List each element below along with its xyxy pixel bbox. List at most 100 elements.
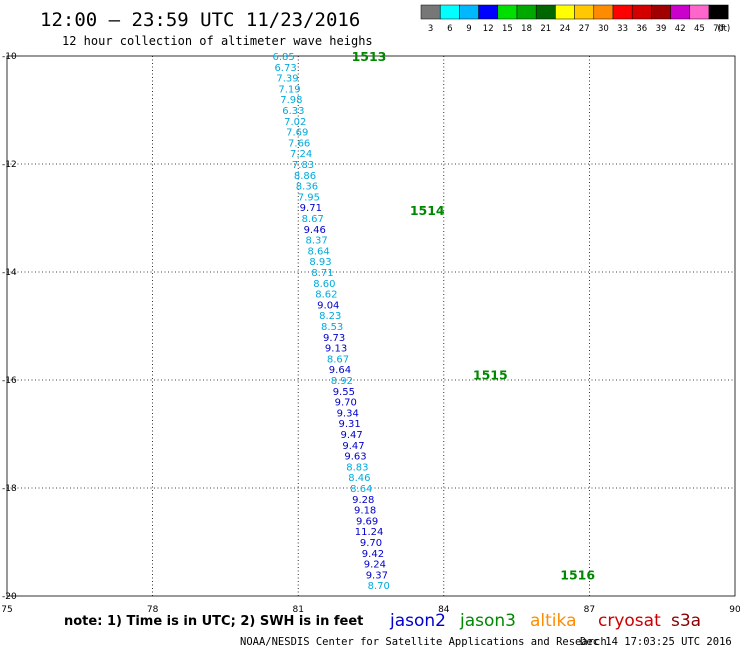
swh-value: 8.60 <box>313 279 335 290</box>
swh-value: 7.39 <box>276 74 298 85</box>
swh-value: 8.93 <box>309 257 331 268</box>
swh-value: 9.04 <box>317 300 339 311</box>
x-tick-label: 87 <box>584 605 595 615</box>
swh-value: 9.37 <box>366 570 388 581</box>
y-tick-label: -16 <box>2 376 17 386</box>
colorbar-swatch <box>689 4 710 20</box>
pass-time-label: 1514 <box>410 203 445 218</box>
colorbar-label: 70 <box>713 24 724 34</box>
colorbar-swatch <box>439 4 460 20</box>
colorbar-label: 30 <box>598 24 609 34</box>
colorbar-swatch <box>516 4 537 20</box>
colorbar-unit: (ft) <box>717 24 730 34</box>
swh-value: 7.19 <box>278 84 300 95</box>
swh-value: 9.64 <box>329 365 351 376</box>
footer-timestamp: Dec 14 17:03:25 UTC 2016 <box>580 636 732 648</box>
swh-value: 8.67 <box>327 354 349 365</box>
pass-time-label: 1513 <box>352 49 387 64</box>
y-tick-label: -18 <box>2 484 17 494</box>
footer: note: 1) Time is in UTC; 2) SWH is in fe… <box>64 611 732 648</box>
colorbar-swatch <box>612 4 633 20</box>
x-tick-label: 81 <box>292 605 303 615</box>
swh-value: 8.64 <box>307 246 329 257</box>
chart-subtitle: 12 hour collection of altimeter wave hei… <box>62 34 373 48</box>
colorbar-label: 42 <box>675 24 686 34</box>
swh-value: 8.86 <box>294 171 316 182</box>
swh-value: 9.55 <box>333 387 355 398</box>
swh-value: 8.53 <box>321 322 343 333</box>
colorbar-label: 12 <box>483 24 494 34</box>
x-tick-label: 75 <box>1 605 12 615</box>
swh-value: 9.34 <box>337 408 359 419</box>
plot-area: 75 78 81 84 87 90-10-12-14-16-18-206.856.737.… <box>1 49 740 615</box>
swh-value: 9.13 <box>325 344 347 355</box>
swh-value: 8.37 <box>306 236 328 247</box>
swh-value: 9.69 <box>356 516 378 527</box>
colorbar-label: 6 <box>447 24 452 34</box>
colorbar-label: 45 <box>694 24 705 34</box>
colorbar-swatch <box>535 4 556 20</box>
footer-credit: NOAA/NESDIS Center for Satellite Applica… <box>240 636 607 648</box>
swh-value: 9.28 <box>352 495 374 506</box>
swh-value: 6.73 <box>274 63 296 74</box>
colorbar-label: 15 <box>502 24 513 34</box>
swh-value: 9.70 <box>360 538 382 549</box>
satellite-legend-jason2: jason2 <box>389 611 446 631</box>
swh-value: 7.83 <box>292 160 314 171</box>
swh-value: 9.71 <box>300 203 322 214</box>
colorbar-label: 9 <box>466 24 471 34</box>
colorbar-swatch <box>574 4 595 20</box>
swh-value: 7.95 <box>298 192 320 203</box>
y-tick-label: -20 <box>2 592 17 602</box>
colorbar-label: 39 <box>656 24 667 34</box>
y-tick-label: -12 <box>2 160 17 170</box>
swh-value: 7.24 <box>290 149 312 160</box>
plot-frame <box>6 55 736 597</box>
colorbar-label: 24 <box>560 24 571 34</box>
swh-value: 6.85 <box>273 52 295 63</box>
colorbar-swatch <box>555 4 575 20</box>
swh-value: 9.31 <box>339 419 361 430</box>
swh-value: 8.46 <box>348 473 370 484</box>
swh-value: 9.24 <box>364 560 386 571</box>
x-tick-label: 84 <box>438 605 450 615</box>
swh-value: 9.63 <box>344 452 366 463</box>
satellite-legend-altika: altika <box>530 611 577 631</box>
colorbar-swatch <box>593 4 614 20</box>
colorbar-label: 36 <box>636 24 647 34</box>
swh-value: 8.92 <box>331 376 353 387</box>
swh-value: 9.42 <box>362 549 384 560</box>
colorbar-swatch <box>459 4 479 20</box>
swh-value: 8.23 <box>319 311 341 322</box>
swh-value: 8.83 <box>346 462 368 473</box>
pass-time-label: 1516 <box>560 567 595 582</box>
swh-value: 9.73 <box>323 333 345 344</box>
colorbar-swatch <box>631 4 652 20</box>
swh-value: 7.02 <box>284 117 306 128</box>
satellite-legend-jason3: jason3 <box>459 611 516 631</box>
swh-value: 7.98 <box>280 95 302 106</box>
swh-value: 8.36 <box>296 182 318 193</box>
swh-value: 7.66 <box>288 138 310 149</box>
colorbar-legend: 3 6 9 12 15 18 21 24 27 30 33 36 39 42 45 70(ft) <box>420 4 730 34</box>
swh-value: 9.70 <box>335 398 357 409</box>
footer-note: note: 1) Time is in UTC; 2) SWH is in fe… <box>64 614 363 629</box>
colorbar-label: 21 <box>540 24 551 34</box>
swh-value: 8.67 <box>302 214 324 225</box>
swh-value: 9.47 <box>340 430 362 441</box>
colorbar-swatch <box>708 4 729 20</box>
swh-value: 8.70 <box>368 581 390 592</box>
x-tick-label: 78 <box>147 605 159 615</box>
colorbar-swatch <box>670 4 691 20</box>
colorbar-label: 33 <box>617 24 628 34</box>
swh-value: 8.62 <box>315 290 337 301</box>
swh-value: 9.47 <box>342 441 364 452</box>
swh-value: 11.24 <box>355 527 384 538</box>
x-tick-label: 90 <box>729 605 740 615</box>
swh-value: 7.69 <box>286 128 308 139</box>
swh-value: 9.46 <box>304 225 326 236</box>
colorbar-swatch <box>651 4 671 20</box>
colorbar-label: 27 <box>579 24 590 34</box>
swh-value: 8.71 <box>311 268 333 279</box>
